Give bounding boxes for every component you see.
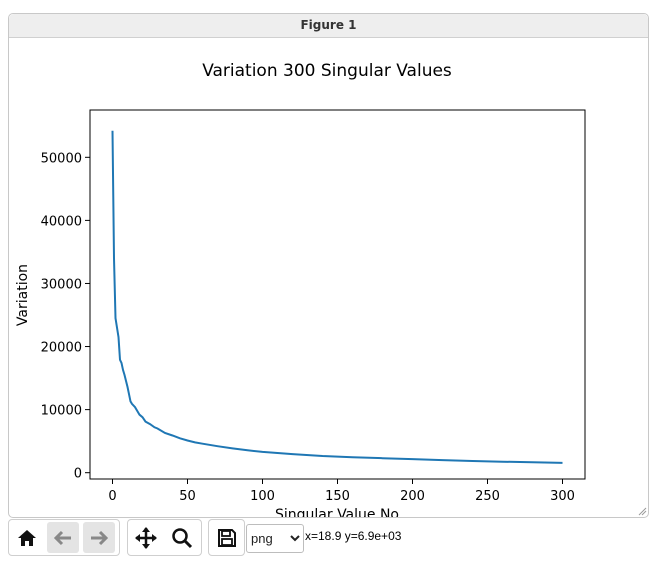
floppy-icon xyxy=(218,528,236,547)
figure-canvas[interactable]: Variation 300 Singular Values 0 50 100 150 2… xyxy=(9,38,648,523)
home-button[interactable] xyxy=(11,522,43,553)
pan-button[interactable] xyxy=(130,522,162,553)
magnifier-icon xyxy=(172,527,193,548)
navigation-group xyxy=(127,519,202,556)
x-tick-label: 300 xyxy=(550,489,575,504)
cursor-coordinates: x=18.9 y=6.9e+03 xyxy=(305,529,402,543)
home-icon xyxy=(18,529,36,546)
plot-area-frame xyxy=(89,109,586,480)
navigation-toolbar: png x=18.9 y=6.9e+03 xyxy=(8,519,428,556)
window-title: Figure 1 xyxy=(9,14,648,38)
x-tick-label: 150 xyxy=(325,489,350,504)
move-icon xyxy=(135,526,157,549)
line-chart[interactable]: Variation 300 Singular Values 0 50 100 150 2… xyxy=(9,38,648,523)
y-tick-label: 50000 xyxy=(41,151,82,166)
x-axis-label: Singular Value No xyxy=(275,507,399,517)
y-tick-label: 0 xyxy=(74,467,82,482)
back-button[interactable] xyxy=(47,522,79,553)
x-tick-label: 250 xyxy=(475,489,500,504)
y-axis-label: Variation xyxy=(15,264,31,326)
history-group xyxy=(8,519,120,556)
forward-button[interactable] xyxy=(83,522,115,553)
chart-title: Variation 300 Singular Values xyxy=(202,61,452,81)
arrow-left-icon xyxy=(53,530,71,545)
x-tick-label: 50 xyxy=(179,489,196,504)
series-line xyxy=(111,130,563,464)
save-group xyxy=(208,519,245,556)
zoom-button[interactable] xyxy=(166,522,198,553)
x-tick-label: 100 xyxy=(250,489,275,504)
y-tick-label: 40000 xyxy=(41,214,82,229)
x-tick-label: 200 xyxy=(400,489,425,504)
axis-ticks: 0 50 100 150 200 250 300 0 10000 20000 30000 40000 5… xyxy=(41,151,575,504)
resize-grip-icon[interactable] xyxy=(637,506,647,516)
figure-window: Figure 1 Variation 300 Singular Values 0… xyxy=(8,13,649,523)
save-button[interactable] xyxy=(211,522,243,553)
y-tick-label: 30000 xyxy=(41,277,82,292)
y-tick-label: 10000 xyxy=(41,404,82,419)
format-select[interactable]: png xyxy=(246,524,304,553)
arrow-right-icon xyxy=(91,530,109,545)
x-tick-label: 0 xyxy=(108,489,116,504)
y-tick-label: 20000 xyxy=(41,341,82,356)
